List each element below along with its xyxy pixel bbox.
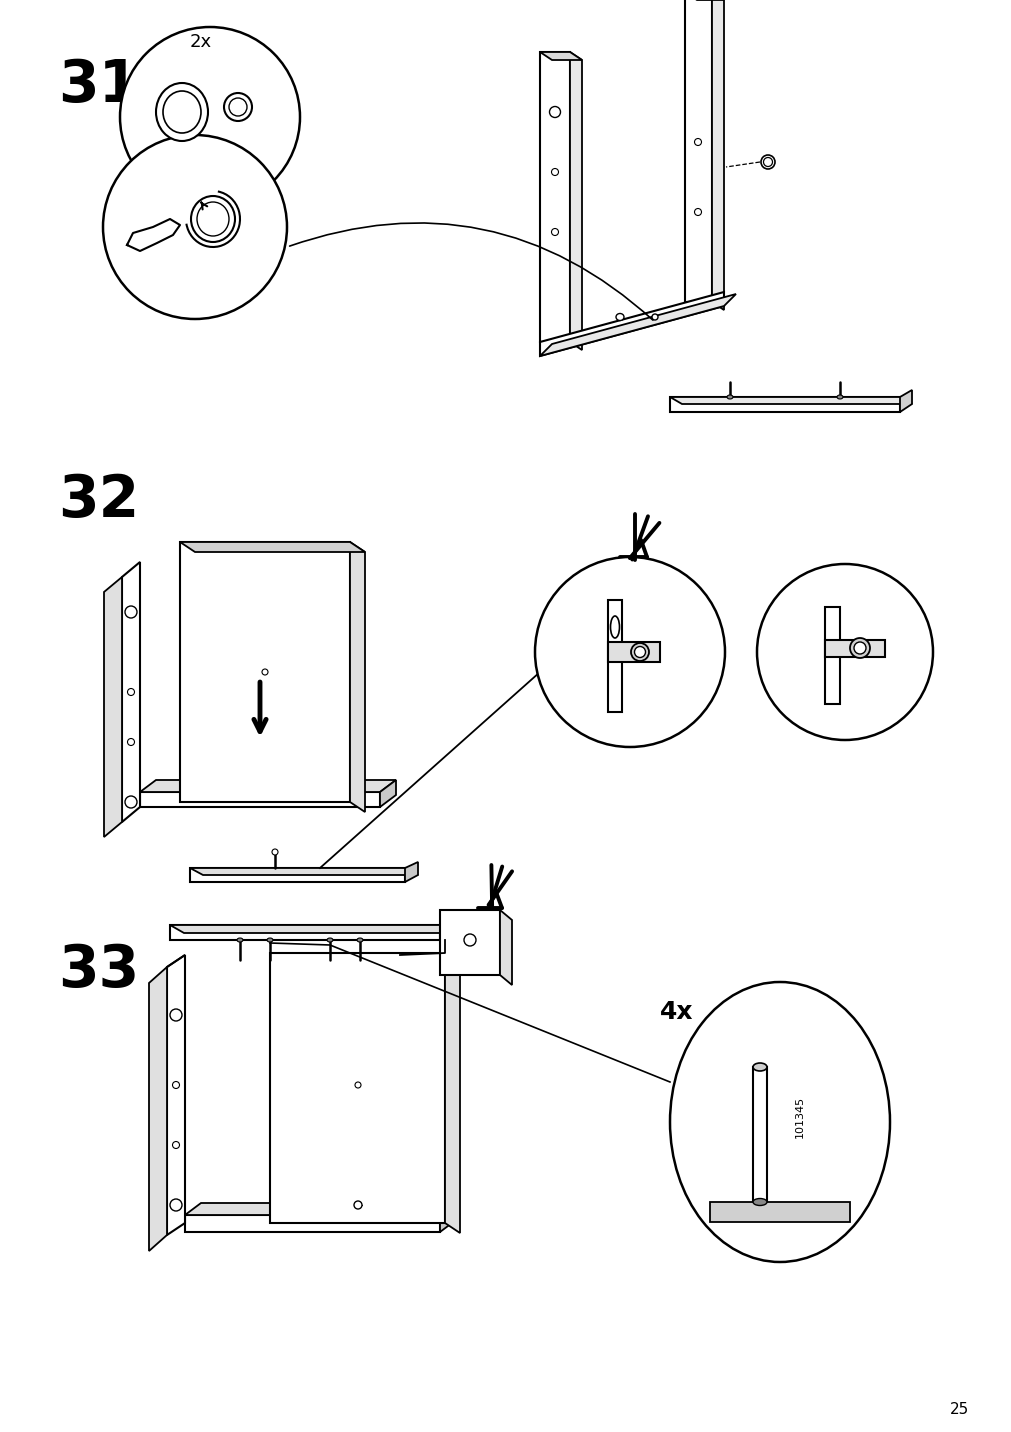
Polygon shape (669, 397, 911, 404)
Polygon shape (824, 607, 839, 705)
Text: 2x: 2x (190, 33, 212, 52)
Text: 25: 25 (949, 1402, 969, 1418)
Polygon shape (712, 0, 723, 309)
Text: 101345: 101345 (795, 1095, 804, 1138)
Polygon shape (270, 954, 445, 1223)
Text: 110630: 110630 (171, 146, 218, 159)
Circle shape (172, 1081, 179, 1088)
Ellipse shape (610, 616, 619, 639)
Polygon shape (669, 397, 899, 412)
Circle shape (551, 229, 558, 235)
Circle shape (355, 1083, 361, 1088)
Ellipse shape (634, 646, 645, 657)
Circle shape (120, 27, 299, 208)
Circle shape (549, 106, 560, 117)
Ellipse shape (354, 1201, 362, 1209)
Ellipse shape (853, 642, 865, 654)
Polygon shape (445, 954, 460, 1233)
Polygon shape (149, 967, 167, 1252)
Polygon shape (540, 52, 581, 60)
Polygon shape (540, 292, 723, 357)
Polygon shape (190, 868, 418, 875)
Polygon shape (499, 909, 512, 985)
Ellipse shape (836, 395, 842, 400)
Ellipse shape (163, 92, 201, 133)
Text: 31: 31 (58, 57, 140, 115)
Circle shape (551, 169, 558, 176)
Ellipse shape (191, 196, 235, 242)
Circle shape (127, 739, 134, 746)
Circle shape (103, 135, 287, 319)
Polygon shape (752, 1067, 766, 1201)
Circle shape (463, 934, 475, 947)
Ellipse shape (752, 1063, 766, 1071)
Polygon shape (440, 909, 499, 975)
Polygon shape (180, 541, 365, 551)
Ellipse shape (228, 97, 247, 116)
Circle shape (756, 564, 932, 740)
Polygon shape (684, 0, 712, 302)
Polygon shape (167, 955, 185, 967)
Polygon shape (122, 561, 140, 822)
Ellipse shape (669, 982, 889, 1262)
Polygon shape (180, 541, 350, 802)
Polygon shape (185, 1203, 456, 1214)
Polygon shape (608, 600, 622, 712)
Ellipse shape (357, 938, 363, 942)
Polygon shape (185, 1214, 440, 1232)
Polygon shape (824, 640, 885, 657)
Ellipse shape (631, 643, 648, 662)
Polygon shape (170, 925, 454, 934)
Circle shape (262, 669, 268, 674)
Polygon shape (540, 294, 735, 357)
Text: 32: 32 (58, 473, 140, 528)
Circle shape (694, 139, 701, 146)
Polygon shape (569, 52, 581, 349)
Circle shape (170, 1010, 182, 1021)
Circle shape (535, 557, 724, 748)
Text: 4x: 4x (659, 1000, 693, 1024)
Circle shape (170, 1199, 182, 1211)
Ellipse shape (327, 938, 333, 942)
Ellipse shape (616, 314, 624, 321)
Circle shape (127, 689, 134, 696)
Ellipse shape (849, 639, 869, 657)
Circle shape (272, 849, 278, 855)
Circle shape (172, 1141, 179, 1148)
Ellipse shape (197, 202, 228, 236)
Polygon shape (167, 955, 185, 1234)
Ellipse shape (760, 155, 774, 169)
Polygon shape (140, 792, 379, 808)
Polygon shape (379, 780, 395, 808)
Ellipse shape (267, 938, 273, 942)
Polygon shape (440, 1203, 456, 1232)
Ellipse shape (237, 938, 243, 942)
Polygon shape (710, 1201, 849, 1221)
Polygon shape (170, 925, 440, 939)
Polygon shape (104, 577, 122, 836)
Polygon shape (190, 868, 404, 882)
Text: 33: 33 (58, 942, 140, 1000)
Ellipse shape (752, 1199, 766, 1206)
Ellipse shape (651, 314, 657, 319)
Polygon shape (350, 541, 365, 812)
Ellipse shape (223, 93, 252, 120)
Circle shape (125, 796, 136, 808)
Polygon shape (899, 390, 911, 412)
Polygon shape (440, 925, 454, 948)
Ellipse shape (762, 158, 771, 166)
Circle shape (125, 606, 136, 619)
Ellipse shape (726, 395, 732, 400)
Circle shape (694, 209, 701, 215)
Polygon shape (608, 642, 659, 662)
Ellipse shape (156, 83, 208, 140)
Polygon shape (540, 52, 569, 342)
Polygon shape (404, 862, 418, 882)
Polygon shape (140, 780, 395, 792)
